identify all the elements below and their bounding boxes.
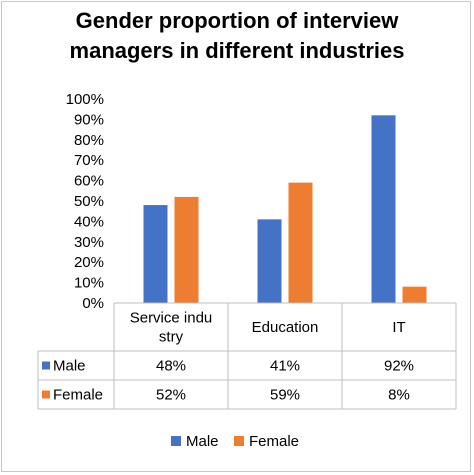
y-tick-label: 30% (74, 234, 104, 251)
legend-label-male: Male (186, 433, 219, 450)
data-label: 52% (156, 387, 186, 404)
chart-title-line-2: managers in different industries (69, 38, 405, 63)
category-label: Education (252, 319, 319, 336)
bar-female-0 (174, 196, 199, 303)
category-label: Service indu (130, 310, 213, 327)
legend-label-female: Female (249, 433, 299, 450)
bar-female-2 (402, 286, 427, 303)
table-key-female (42, 390, 50, 399)
data-label: 8% (388, 387, 410, 404)
chart-title-line-1: Gender proportion of interview (75, 8, 399, 33)
data-label: 92% (384, 358, 414, 375)
y-tick-label: 50% (74, 193, 104, 210)
y-tick-label: 60% (74, 173, 104, 190)
bar-male-0 (143, 205, 168, 303)
y-tick-label: 20% (74, 254, 104, 271)
category-label: stry (159, 329, 184, 346)
bar-male-2 (371, 115, 396, 303)
data-label: 48% (156, 358, 186, 375)
y-tick-label: 100% (66, 91, 104, 108)
category-label: IT (392, 319, 405, 336)
legend-swatch-male (171, 436, 181, 446)
legend-swatch-female (234, 436, 244, 446)
data-label: 59% (270, 387, 300, 404)
chart-title: Gender proportion of interview managers … (0, 6, 474, 66)
data-label: 41% (270, 358, 300, 375)
y-tick-label: 70% (74, 152, 104, 169)
y-tick-label: 40% (74, 213, 104, 230)
table-key-male (42, 361, 50, 370)
table-series-name: Female (53, 387, 103, 404)
table-series-name: Male (53, 358, 86, 375)
y-tick-label: 0% (82, 295, 104, 312)
y-tick-label: 90% (74, 111, 104, 128)
bar-male-1 (257, 219, 282, 303)
y-tick-label: 80% (74, 132, 104, 149)
y-tick-label: 10% (74, 275, 104, 292)
bar-female-1 (288, 182, 313, 303)
